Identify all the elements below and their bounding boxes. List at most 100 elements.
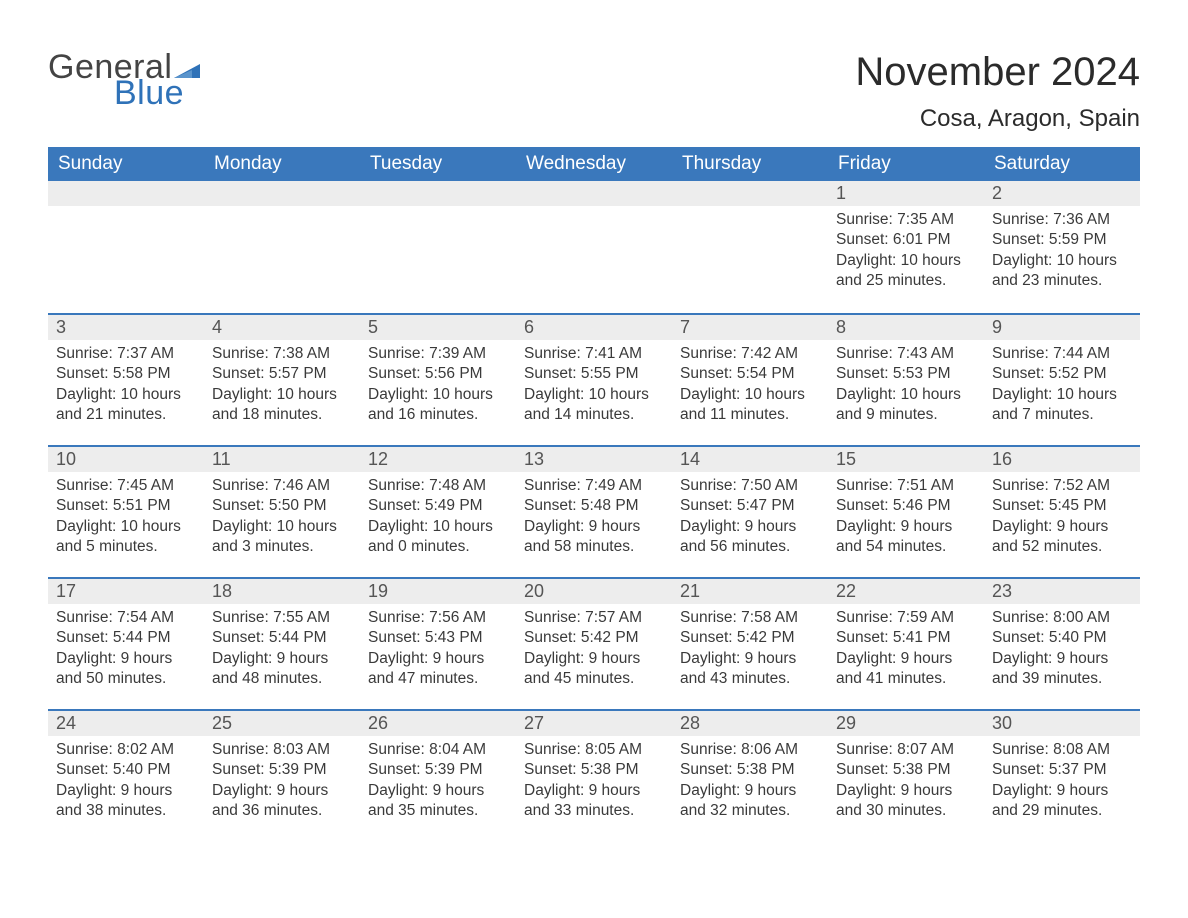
day-number: 21 xyxy=(672,579,828,604)
calendar-cell: 16Sunrise: 7:52 AMSunset: 5:45 PMDayligh… xyxy=(984,445,1140,577)
column-header: Monday xyxy=(204,147,360,181)
logo: General Blue xyxy=(48,50,200,110)
column-header: Wednesday xyxy=(516,147,672,181)
calendar-cell: 9Sunrise: 7:44 AMSunset: 5:52 PMDaylight… xyxy=(984,313,1140,445)
calendar-cell: 24Sunrise: 8:02 AMSunset: 5:40 PMDayligh… xyxy=(48,709,204,841)
day-number: 2 xyxy=(984,181,1140,206)
calendar-cell: 13Sunrise: 7:49 AMSunset: 5:48 PMDayligh… xyxy=(516,445,672,577)
day-number: 12 xyxy=(360,447,516,472)
day-number: 9 xyxy=(984,315,1140,340)
calendar-header-row: SundayMondayTuesdayWednesdayThursdayFrid… xyxy=(48,147,1140,181)
day-details: Sunrise: 7:58 AMSunset: 5:42 PMDaylight:… xyxy=(672,604,828,696)
day-number: 30 xyxy=(984,711,1140,736)
day-details: Sunrise: 7:51 AMSunset: 5:46 PMDaylight:… xyxy=(828,472,984,564)
day-number: 20 xyxy=(516,579,672,604)
day-details: Sunrise: 7:45 AMSunset: 5:51 PMDaylight:… xyxy=(48,472,204,564)
calendar-cell: 29Sunrise: 8:07 AMSunset: 5:38 PMDayligh… xyxy=(828,709,984,841)
column-header: Friday xyxy=(828,147,984,181)
day-number: 15 xyxy=(828,447,984,472)
day-number: 18 xyxy=(204,579,360,604)
day-number: 11 xyxy=(204,447,360,472)
day-details: Sunrise: 8:08 AMSunset: 5:37 PMDaylight:… xyxy=(984,736,1140,828)
day-number: 5 xyxy=(360,315,516,340)
day-number: 25 xyxy=(204,711,360,736)
calendar-table: SundayMondayTuesdayWednesdayThursdayFrid… xyxy=(48,147,1140,841)
day-details: Sunrise: 7:55 AMSunset: 5:44 PMDaylight:… xyxy=(204,604,360,696)
day-details: Sunrise: 7:35 AMSunset: 6:01 PMDaylight:… xyxy=(828,206,984,298)
calendar-cell: 3Sunrise: 7:37 AMSunset: 5:58 PMDaylight… xyxy=(48,313,204,445)
calendar-cell: 14Sunrise: 7:50 AMSunset: 5:47 PMDayligh… xyxy=(672,445,828,577)
day-number: 8 xyxy=(828,315,984,340)
day-number: 26 xyxy=(360,711,516,736)
day-details: Sunrise: 8:03 AMSunset: 5:39 PMDaylight:… xyxy=(204,736,360,828)
calendar-week-row: 24Sunrise: 8:02 AMSunset: 5:40 PMDayligh… xyxy=(48,709,1140,841)
day-number: 27 xyxy=(516,711,672,736)
calendar-cell: 4Sunrise: 7:38 AMSunset: 5:57 PMDaylight… xyxy=(204,313,360,445)
calendar-cell: 17Sunrise: 7:54 AMSunset: 5:44 PMDayligh… xyxy=(48,577,204,709)
title-block: November 2024 Cosa, Aragon, Spain xyxy=(855,50,1140,133)
day-details: Sunrise: 7:37 AMSunset: 5:58 PMDaylight:… xyxy=(48,340,204,432)
calendar-cell: 22Sunrise: 7:59 AMSunset: 5:41 PMDayligh… xyxy=(828,577,984,709)
column-header: Sunday xyxy=(48,147,204,181)
calendar-cell: 21Sunrise: 7:58 AMSunset: 5:42 PMDayligh… xyxy=(672,577,828,709)
day-number: 4 xyxy=(204,315,360,340)
calendar-cell: 18Sunrise: 7:55 AMSunset: 5:44 PMDayligh… xyxy=(204,577,360,709)
day-number: 3 xyxy=(48,315,204,340)
day-number: 23 xyxy=(984,579,1140,604)
day-details: Sunrise: 8:02 AMSunset: 5:40 PMDaylight:… xyxy=(48,736,204,828)
day-number: 10 xyxy=(48,447,204,472)
day-details: Sunrise: 8:00 AMSunset: 5:40 PMDaylight:… xyxy=(984,604,1140,696)
day-details: Sunrise: 7:54 AMSunset: 5:44 PMDaylight:… xyxy=(48,604,204,696)
calendar-cell: 6Sunrise: 7:41 AMSunset: 5:55 PMDaylight… xyxy=(516,313,672,445)
calendar-cell: 2Sunrise: 7:36 AMSunset: 5:59 PMDaylight… xyxy=(984,181,1140,313)
calendar-cell: 1Sunrise: 7:35 AMSunset: 6:01 PMDaylight… xyxy=(828,181,984,313)
day-details: Sunrise: 8:05 AMSunset: 5:38 PMDaylight:… xyxy=(516,736,672,828)
day-number: 1 xyxy=(828,181,984,206)
day-number: 28 xyxy=(672,711,828,736)
day-details: Sunrise: 8:07 AMSunset: 5:38 PMDaylight:… xyxy=(828,736,984,828)
calendar-cell: 28Sunrise: 8:06 AMSunset: 5:38 PMDayligh… xyxy=(672,709,828,841)
day-details: Sunrise: 7:41 AMSunset: 5:55 PMDaylight:… xyxy=(516,340,672,432)
day-number: 7 xyxy=(672,315,828,340)
day-details: Sunrise: 7:56 AMSunset: 5:43 PMDaylight:… xyxy=(360,604,516,696)
day-number: 16 xyxy=(984,447,1140,472)
day-details: Sunrise: 7:39 AMSunset: 5:56 PMDaylight:… xyxy=(360,340,516,432)
calendar-cell: 8Sunrise: 7:43 AMSunset: 5:53 PMDaylight… xyxy=(828,313,984,445)
calendar-week-row: 3Sunrise: 7:37 AMSunset: 5:58 PMDaylight… xyxy=(48,313,1140,445)
day-number: 19 xyxy=(360,579,516,604)
column-header: Thursday xyxy=(672,147,828,181)
day-details: Sunrise: 7:52 AMSunset: 5:45 PMDaylight:… xyxy=(984,472,1140,564)
calendar-week-row: 17Sunrise: 7:54 AMSunset: 5:44 PMDayligh… xyxy=(48,577,1140,709)
logo-word-blue: Blue xyxy=(114,76,200,110)
calendar-cell: 25Sunrise: 8:03 AMSunset: 5:39 PMDayligh… xyxy=(204,709,360,841)
calendar-cell: 27Sunrise: 8:05 AMSunset: 5:38 PMDayligh… xyxy=(516,709,672,841)
calendar-cell xyxy=(204,181,360,313)
day-details: Sunrise: 7:36 AMSunset: 5:59 PMDaylight:… xyxy=(984,206,1140,298)
day-number: 29 xyxy=(828,711,984,736)
calendar-cell: 23Sunrise: 8:00 AMSunset: 5:40 PMDayligh… xyxy=(984,577,1140,709)
calendar-week-row: 10Sunrise: 7:45 AMSunset: 5:51 PMDayligh… xyxy=(48,445,1140,577)
calendar-week-row: 1Sunrise: 7:35 AMSunset: 6:01 PMDaylight… xyxy=(48,181,1140,313)
day-number: 24 xyxy=(48,711,204,736)
day-details: Sunrise: 7:59 AMSunset: 5:41 PMDaylight:… xyxy=(828,604,984,696)
calendar-cell xyxy=(672,181,828,313)
day-number: 6 xyxy=(516,315,672,340)
location-subtitle: Cosa, Aragon, Spain xyxy=(855,105,1140,133)
calendar-cell: 11Sunrise: 7:46 AMSunset: 5:50 PMDayligh… xyxy=(204,445,360,577)
calendar-cell: 10Sunrise: 7:45 AMSunset: 5:51 PMDayligh… xyxy=(48,445,204,577)
day-details: Sunrise: 8:06 AMSunset: 5:38 PMDaylight:… xyxy=(672,736,828,828)
calendar-cell: 15Sunrise: 7:51 AMSunset: 5:46 PMDayligh… xyxy=(828,445,984,577)
day-details: Sunrise: 7:44 AMSunset: 5:52 PMDaylight:… xyxy=(984,340,1140,432)
day-details: Sunrise: 7:46 AMSunset: 5:50 PMDaylight:… xyxy=(204,472,360,564)
day-details: Sunrise: 7:50 AMSunset: 5:47 PMDaylight:… xyxy=(672,472,828,564)
calendar-cell: 30Sunrise: 8:08 AMSunset: 5:37 PMDayligh… xyxy=(984,709,1140,841)
day-details: Sunrise: 7:43 AMSunset: 5:53 PMDaylight:… xyxy=(828,340,984,432)
column-header: Tuesday xyxy=(360,147,516,181)
calendar-cell: 7Sunrise: 7:42 AMSunset: 5:54 PMDaylight… xyxy=(672,313,828,445)
day-number: 17 xyxy=(48,579,204,604)
calendar-cell: 12Sunrise: 7:48 AMSunset: 5:49 PMDayligh… xyxy=(360,445,516,577)
day-details: Sunrise: 7:49 AMSunset: 5:48 PMDaylight:… xyxy=(516,472,672,564)
day-details: Sunrise: 7:38 AMSunset: 5:57 PMDaylight:… xyxy=(204,340,360,432)
day-details: Sunrise: 7:57 AMSunset: 5:42 PMDaylight:… xyxy=(516,604,672,696)
column-header: Saturday xyxy=(984,147,1140,181)
